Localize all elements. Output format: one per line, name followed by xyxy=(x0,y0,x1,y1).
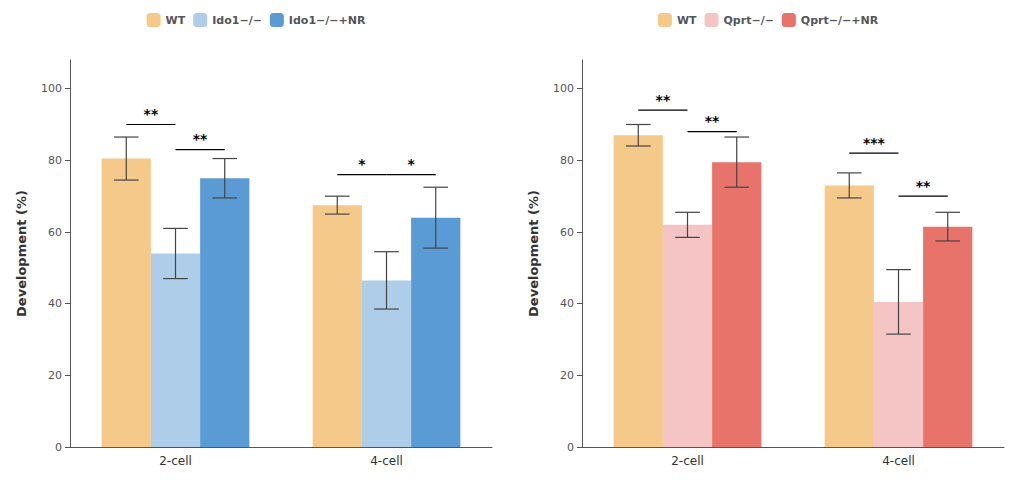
svg-text:20: 20 xyxy=(48,369,62,382)
svg-text:60: 60 xyxy=(560,226,574,239)
svg-text:*: * xyxy=(358,156,366,172)
svg-text:4-cell: 4-cell xyxy=(370,454,403,468)
svg-text:100: 100 xyxy=(41,82,62,95)
svg-text:40: 40 xyxy=(48,297,62,310)
svg-text:Development (%): Development (%) xyxy=(526,190,541,317)
svg-text:40: 40 xyxy=(560,297,574,310)
svg-text:60: 60 xyxy=(48,226,62,239)
svg-text:Qprt−/−: Qprt−/− xyxy=(724,14,774,27)
svg-text:0: 0 xyxy=(55,441,62,454)
svg-text:Qprt−/−+NR: Qprt−/−+NR xyxy=(801,14,879,27)
svg-text:Ido1−/−+NR: Ido1−/−+NR xyxy=(289,14,366,27)
svg-text:100: 100 xyxy=(553,82,574,95)
svg-text:*: * xyxy=(407,156,415,172)
svg-text:**: ** xyxy=(916,178,931,194)
svg-text:0: 0 xyxy=(567,441,574,454)
svg-text:**: ** xyxy=(144,106,159,122)
svg-text:Ido1−/−: Ido1−/− xyxy=(212,14,262,27)
svg-text:***: *** xyxy=(863,135,886,151)
svg-text:**: ** xyxy=(705,113,720,129)
svg-text:2-cell: 2-cell xyxy=(159,454,192,468)
svg-text:80: 80 xyxy=(560,154,574,167)
svg-text:WT: WT xyxy=(677,14,697,27)
svg-text:WT: WT xyxy=(166,14,186,27)
svg-text:20: 20 xyxy=(560,369,574,382)
svg-text:Development (%): Development (%) xyxy=(14,190,29,317)
svg-text:2-cell: 2-cell xyxy=(671,454,704,468)
svg-text:80: 80 xyxy=(48,154,62,167)
svg-text:4-cell: 4-cell xyxy=(882,454,915,468)
svg-text:**: ** xyxy=(193,131,208,147)
svg-text:**: ** xyxy=(656,92,671,108)
